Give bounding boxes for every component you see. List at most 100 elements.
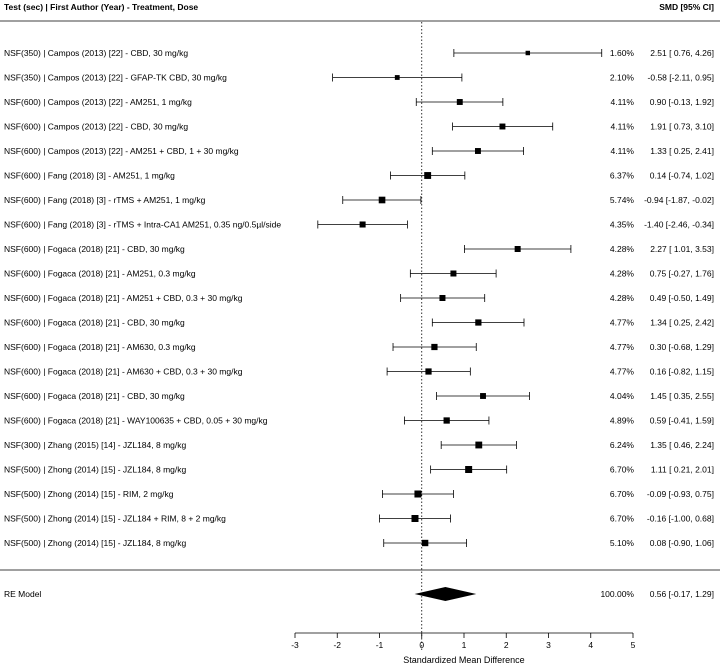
study-point-4 bbox=[499, 123, 506, 130]
study-ci-text-3: 0.90 [-0.13, 1.92] bbox=[650, 97, 714, 107]
study-weight-6: 6.37% bbox=[610, 171, 635, 181]
study-point-8 bbox=[359, 221, 366, 228]
study-point-13 bbox=[431, 343, 438, 351]
study-weight-15: 4.04% bbox=[610, 391, 635, 401]
study-point-7 bbox=[378, 196, 386, 204]
header-right: SMD [95% CI] bbox=[659, 2, 714, 12]
study-weight-18: 6.70% bbox=[610, 465, 635, 475]
x-tick-label-0: -3 bbox=[291, 640, 299, 650]
study-weight-13: 4.77% bbox=[610, 342, 635, 352]
study-weight-9: 4.28% bbox=[610, 244, 635, 254]
summary-diamond bbox=[414, 587, 477, 601]
study-point-6 bbox=[424, 172, 432, 179]
summary-row: RE Model 100.00% 0.56 [-0.17, 1.29] bbox=[4, 587, 714, 601]
x-tick-label-1: -2 bbox=[333, 640, 341, 650]
study-label-3: NSF(600) | Campos (2013) [22] - AM251, 1… bbox=[4, 97, 192, 107]
study-weight-2: 2.10% bbox=[610, 73, 635, 83]
study-point-15 bbox=[480, 393, 486, 399]
study-label-2: NSF(350) | Campos (2013) [22] - GFAP-TK … bbox=[4, 73, 227, 83]
study-label-11: NSF(600) | Fogaca (2018) [21] - AM251 + … bbox=[4, 293, 243, 303]
summary-label: RE Model bbox=[4, 589, 41, 599]
study-label-9: NSF(600) | Fogaca (2018) [21] - CBD, 30 … bbox=[4, 244, 185, 254]
study-label-20: NSF(500) | Zhong (2014) [15] - JZL184 + … bbox=[4, 514, 226, 524]
study-point-21 bbox=[421, 539, 429, 547]
study-label-21: NSF(500) | Zhong (2014) [15] - JZL184, 8… bbox=[4, 538, 186, 548]
study-weight-12: 4.77% bbox=[610, 318, 635, 328]
study-weight-14: 4.77% bbox=[610, 367, 635, 377]
study-point-20 bbox=[411, 515, 419, 522]
study-label-13: NSF(600) | Fogaca (2018) [21] - AM630, 0… bbox=[4, 342, 196, 352]
x-axis: -3 -2 -1 0 1 2 3 4 5 bbox=[291, 632, 636, 650]
x-tick-label-2: -1 bbox=[376, 640, 384, 650]
header-left: Test (sec) | First Author (Year) - Treat… bbox=[4, 2, 198, 12]
study-ci-text-21: 0.08 [-0.90, 1.06] bbox=[650, 538, 714, 548]
study-point-14 bbox=[425, 368, 432, 375]
study-point-17 bbox=[475, 441, 483, 449]
study-label-14: NSF(600) | Fogaca (2018) [21] - AM630 + … bbox=[4, 367, 243, 377]
x-tick-label-8: 5 bbox=[631, 640, 636, 650]
summary-ci-text: 0.56 [-0.17, 1.29] bbox=[650, 589, 714, 599]
study-ci-text-8: -1.40 [-2.46, -0.34] bbox=[644, 220, 714, 230]
study-point-19 bbox=[414, 490, 422, 498]
study-ci-text-6: 0.14 [-0.74, 1.02] bbox=[650, 171, 714, 181]
study-label-19: NSF(500) | Zhong (2014) [15] - RIM, 2 mg… bbox=[4, 489, 174, 499]
study-point-10 bbox=[450, 270, 457, 277]
study-weight-16: 4.89% bbox=[610, 416, 635, 426]
study-ci-text-20: -0.16 [-1.00, 0.68] bbox=[647, 514, 714, 524]
study-ci-text-18: 1.11 [ 0.21, 2.01] bbox=[651, 465, 714, 475]
study-point-9 bbox=[514, 246, 521, 252]
study-point-16 bbox=[443, 417, 450, 424]
study-ci-text-1: 2.51 [ 0.76, 4.26] bbox=[650, 48, 714, 58]
study-ci-text-19: -0.09 [-0.93, 0.75] bbox=[647, 489, 714, 499]
study-rows: NSF(350) | Campos (2013) [22] - CBD, 30 … bbox=[4, 48, 714, 548]
study-ci-text-5: 1.33 [ 0.25, 2.41] bbox=[650, 146, 714, 156]
x-tick-label-6: 3 bbox=[546, 640, 551, 650]
x-axis-title: Standardized Mean Difference bbox=[403, 655, 524, 665]
study-label-8: NSF(600) | Fang (2018) [3] - rTMS + Intr… bbox=[4, 220, 281, 230]
study-point-18 bbox=[465, 466, 473, 473]
study-weight-7: 5.74% bbox=[610, 195, 635, 205]
study-label-10: NSF(600) | Fogaca (2018) [21] - AM251, 0… bbox=[4, 269, 196, 279]
study-weight-11: 4.28% bbox=[610, 293, 635, 303]
study-point-2 bbox=[394, 75, 400, 80]
x-tick-label-3: 0 bbox=[419, 640, 424, 650]
study-weight-10: 4.28% bbox=[610, 269, 635, 279]
study-ci-text-15: 1.45 [ 0.35, 2.55] bbox=[650, 391, 714, 401]
study-label-1: NSF(350) | Campos (2013) [22] - CBD, 30 … bbox=[4, 48, 188, 58]
study-ci-text-9: 2.27 [ 1.01, 3.53] bbox=[650, 244, 714, 254]
study-point-11 bbox=[439, 295, 446, 301]
study-label-12: NSF(600) | Fogaca (2018) [21] - CBD, 30 … bbox=[4, 318, 185, 328]
study-ci-text-14: 0.16 [-0.82, 1.15] bbox=[650, 367, 714, 377]
study-weight-20: 6.70% bbox=[610, 514, 635, 524]
study-weight-19: 6.70% bbox=[610, 489, 635, 499]
study-label-4: NSF(600) | Campos (2013) [22] - CBD, 30 … bbox=[4, 122, 188, 132]
study-label-5: NSF(600) | Campos (2013) [22] - AM251 + … bbox=[4, 146, 239, 156]
study-weight-8: 4.35% bbox=[610, 220, 635, 230]
study-ci-text-2: -0.58 [-2.11, 0.95] bbox=[648, 73, 714, 83]
study-ci-text-16: 0.59 [-0.41, 1.59] bbox=[650, 416, 714, 426]
study-ci-text-17: 1.35 [ 0.46, 2.24] bbox=[650, 440, 714, 450]
study-ci-text-10: 0.75 [-0.27, 1.76] bbox=[650, 269, 714, 279]
study-ci-text-12: 1.34 [ 0.25, 2.42] bbox=[650, 318, 714, 328]
study-point-5 bbox=[474, 148, 481, 154]
study-label-17: NSF(300) | Zhang (2015) [14] - JZL184, 8… bbox=[4, 440, 186, 450]
study-weight-1: 1.60% bbox=[610, 48, 635, 58]
study-ci-text-11: 0.49 [-0.50, 1.49] bbox=[650, 293, 714, 303]
study-point-1 bbox=[525, 50, 531, 56]
study-label-15: NSF(600) | Fogaca (2018) [21] - CBD, 30 … bbox=[4, 391, 185, 401]
study-point-12 bbox=[475, 319, 482, 326]
x-tick-label-4: 1 bbox=[462, 640, 467, 650]
study-ci-text-4: 1.91 [ 0.73, 3.10] bbox=[650, 122, 714, 132]
study-label-16: NSF(600) | Fogaca (2018) [21] - WAY10063… bbox=[4, 416, 268, 426]
study-weight-5: 4.11% bbox=[611, 146, 635, 156]
summary-weight: 100.00% bbox=[600, 589, 634, 599]
study-point-3 bbox=[456, 99, 463, 105]
study-weight-3: 4.11% bbox=[611, 97, 635, 107]
x-tick-label-7: 4 bbox=[588, 640, 593, 650]
study-ci-text-7: -0.94 [-1.87, -0.02] bbox=[644, 195, 714, 205]
study-label-6: NSF(600) | Fang (2018) [3] - AM251, 1 mg… bbox=[4, 171, 175, 181]
study-weight-4: 4.11% bbox=[611, 122, 635, 132]
x-tick-label-5: 2 bbox=[504, 640, 509, 650]
study-weight-17: 6.24% bbox=[610, 440, 635, 450]
